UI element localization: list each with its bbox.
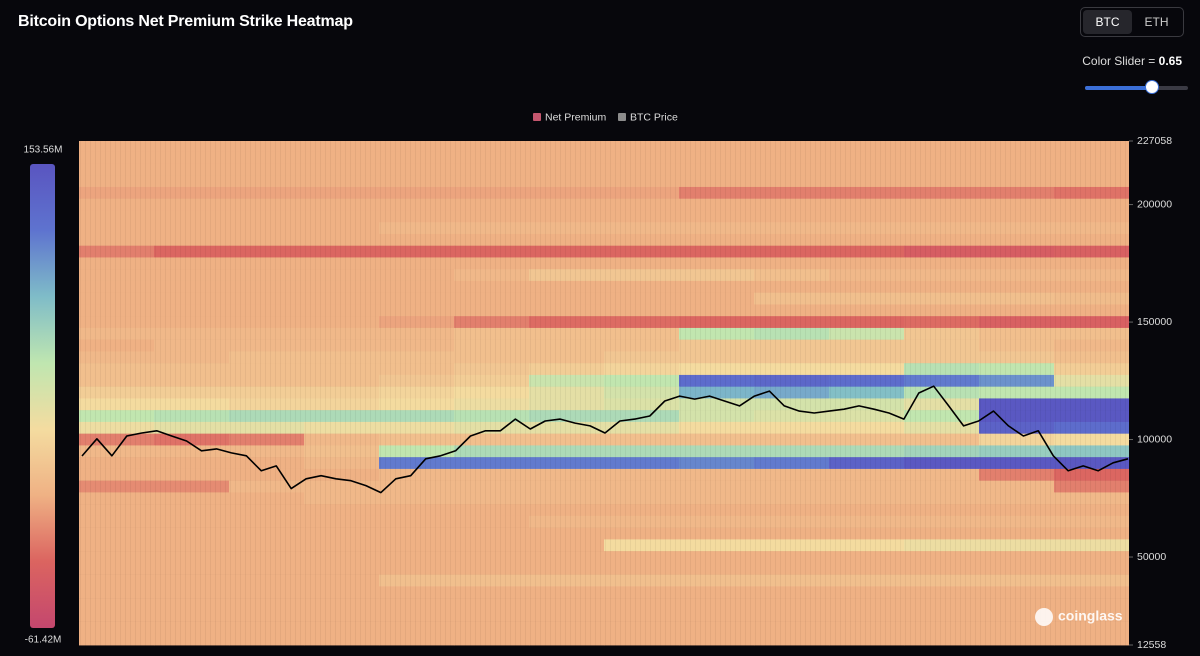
watermark: coinglass	[1058, 608, 1123, 624]
legend-label: Net Premium	[545, 111, 607, 123]
slider-thumb[interactable]	[1144, 80, 1159, 94]
slider-label: Color Slider = 0.65	[1082, 54, 1182, 68]
legend-label: BTC Price	[630, 111, 678, 123]
y-tick-label: 227058	[1137, 135, 1172, 147]
tab[interactable]: ETH	[1144, 15, 1169, 29]
legend-swatch	[618, 113, 626, 121]
colorbar-max-label: 153.56M	[24, 145, 63, 156]
asset-tabs: BTC ETH	[1080, 7, 1184, 37]
watermark-icon	[1035, 608, 1053, 626]
price-line	[81, 385, 1129, 494]
overlay	[81, 385, 1129, 494]
slider-text: Color Slider =	[1082, 54, 1156, 68]
y-tick-label: 200000	[1137, 198, 1172, 210]
tab[interactable]: BTC	[1083, 10, 1132, 34]
y-tick-label: 12558	[1137, 639, 1166, 651]
y-tick-label: 50000	[1137, 551, 1166, 563]
legend-swatch	[533, 113, 541, 121]
colorbar-min-label: -61.42M	[25, 635, 62, 646]
slider-fill	[1085, 86, 1152, 90]
y-tick-label: 100000	[1137, 433, 1172, 445]
slider-track[interactable]	[1085, 80, 1188, 94]
chart-title: Bitcoin Options Net Premium Strike Heatm…	[18, 13, 353, 30]
colorbar	[30, 164, 55, 628]
texture	[79, 141, 1129, 656]
y-tick-label: 150000	[1137, 316, 1172, 328]
slider-value: 0.65	[1158, 54, 1182, 68]
